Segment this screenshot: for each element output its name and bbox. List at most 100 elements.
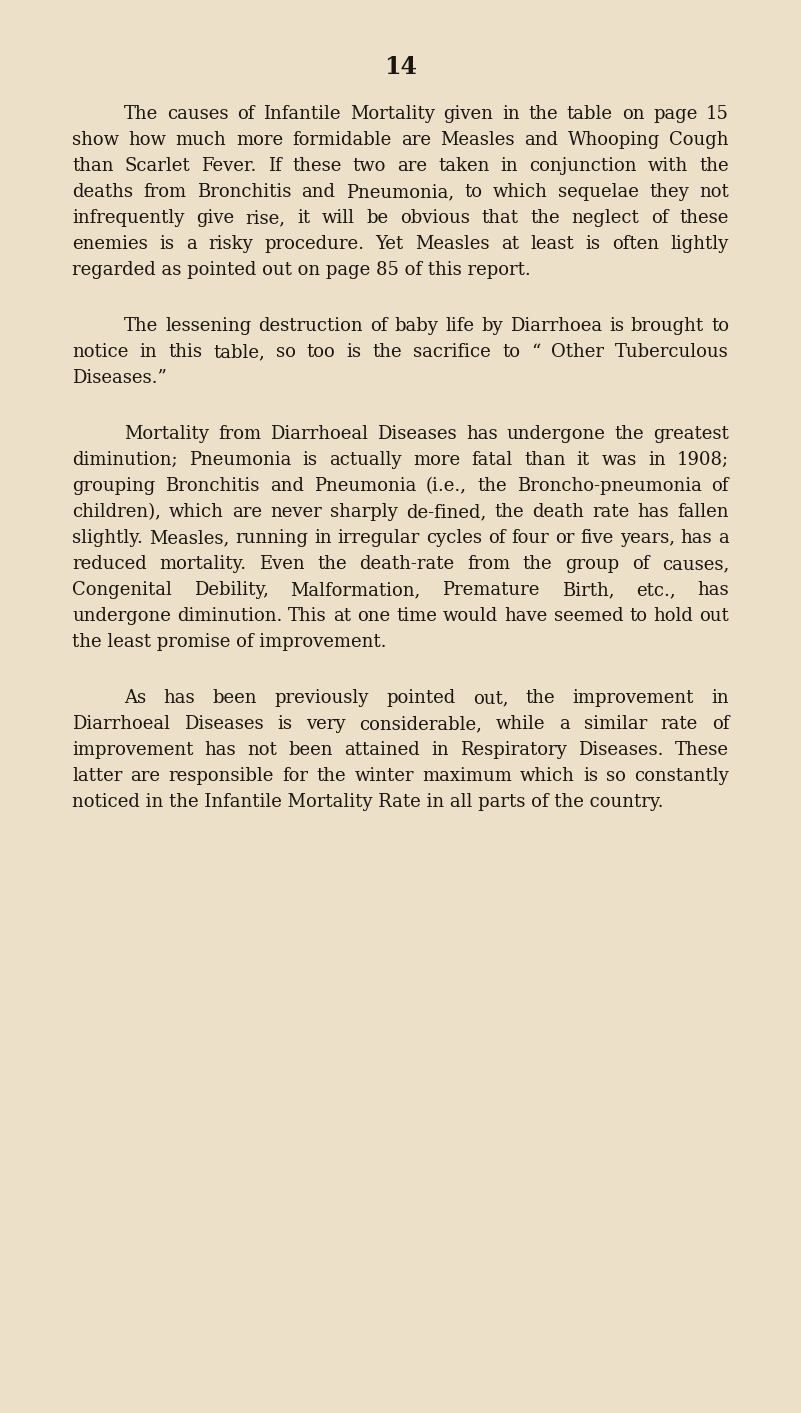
Text: which: which (493, 184, 548, 201)
Text: irregular: irregular (338, 528, 420, 547)
Text: neglect: neglect (571, 209, 639, 227)
Text: Diseases: Diseases (377, 425, 457, 444)
Text: in: in (314, 528, 332, 547)
Text: too: too (307, 343, 336, 360)
Text: the: the (614, 425, 644, 444)
Text: the: the (317, 555, 347, 574)
Text: Malformation,: Malformation, (291, 581, 421, 599)
Text: Respiratory: Respiratory (461, 740, 567, 759)
Text: Broncho-pneumonia: Broncho-pneumonia (517, 478, 702, 495)
Text: Diseases.: Diseases. (578, 740, 664, 759)
Text: responsible: responsible (169, 767, 274, 786)
Text: with: with (648, 157, 688, 175)
Text: The: The (124, 317, 159, 335)
Text: These: These (675, 740, 729, 759)
Text: regarded as pointed out on page 85 of this report.: regarded as pointed out on page 85 of th… (72, 261, 531, 278)
Text: has: has (698, 581, 729, 599)
Text: lessening: lessening (165, 317, 252, 335)
Text: be: be (367, 209, 388, 227)
Text: seemed: seemed (553, 608, 623, 625)
Text: not: not (248, 740, 277, 759)
Text: been: been (288, 740, 333, 759)
Text: of: of (711, 715, 729, 733)
Text: destruction: destruction (259, 317, 363, 335)
Text: improvement: improvement (72, 740, 193, 759)
Text: from: from (218, 425, 261, 444)
Text: two: two (353, 157, 386, 175)
Text: rise,: rise, (246, 209, 286, 227)
Text: Infantile: Infantile (264, 105, 341, 123)
Text: are: are (397, 157, 427, 175)
Text: from: from (467, 555, 510, 574)
Text: for: for (282, 767, 308, 786)
Text: of: of (650, 209, 668, 227)
Text: years,: years, (620, 528, 674, 547)
Text: is: is (303, 451, 318, 469)
Text: out,: out, (473, 690, 509, 706)
Text: are: are (232, 503, 262, 521)
Text: Premature: Premature (442, 581, 540, 599)
Text: on: on (622, 105, 644, 123)
Text: As: As (124, 690, 146, 706)
Text: procedure.: procedure. (264, 235, 364, 253)
Text: in: in (431, 740, 449, 759)
Text: rate: rate (661, 715, 698, 733)
Text: has: has (638, 503, 670, 521)
Text: brought: brought (631, 317, 704, 335)
Text: (i.e.,: (i.e., (426, 478, 467, 495)
Text: the: the (372, 343, 402, 360)
Text: actually: actually (329, 451, 401, 469)
Text: it: it (297, 209, 310, 227)
Text: is: is (277, 715, 292, 733)
Text: Bronchitis: Bronchitis (197, 184, 292, 201)
Text: the: the (525, 690, 555, 706)
Text: have: have (505, 608, 548, 625)
Text: group: group (565, 555, 619, 574)
Text: or: or (555, 528, 574, 547)
Text: winter: winter (354, 767, 414, 786)
Text: sequelae: sequelae (558, 184, 639, 201)
Text: Even: Even (259, 555, 304, 574)
Text: cycles: cycles (426, 528, 482, 547)
Text: the: the (523, 555, 553, 574)
Text: never: never (270, 503, 322, 521)
Text: are: are (131, 767, 160, 786)
Text: Other: Other (551, 343, 604, 360)
Text: maximum: maximum (422, 767, 512, 786)
Text: these: these (292, 157, 342, 175)
Text: Diarrhoeal: Diarrhoeal (270, 425, 368, 444)
Text: four: four (511, 528, 549, 547)
Text: Pneumonia: Pneumonia (189, 451, 292, 469)
Text: been: been (212, 690, 257, 706)
Text: more: more (235, 131, 283, 148)
Text: similar: similar (584, 715, 647, 733)
Text: causes,: causes, (662, 555, 729, 574)
Text: “: “ (531, 343, 540, 360)
Text: would: would (443, 608, 498, 625)
Text: improvement: improvement (573, 690, 694, 706)
Text: has: has (163, 690, 195, 706)
Text: in: in (139, 343, 157, 360)
Text: taken: taken (438, 157, 489, 175)
Text: a: a (718, 528, 729, 547)
Text: and: and (525, 131, 558, 148)
Text: infrequently: infrequently (72, 209, 184, 227)
Text: diminution;: diminution; (72, 451, 178, 469)
Text: is: is (609, 317, 624, 335)
Text: Cough: Cough (670, 131, 729, 148)
Text: fallen: fallen (678, 503, 729, 521)
Text: which: which (520, 767, 575, 786)
Text: so: so (276, 343, 296, 360)
Text: latter: latter (72, 767, 123, 786)
Text: has: has (466, 425, 497, 444)
Text: these: these (679, 209, 729, 227)
Text: diminution.: diminution. (177, 608, 282, 625)
Text: this: this (168, 343, 202, 360)
Text: very: very (306, 715, 345, 733)
Text: is: is (347, 343, 361, 360)
Text: least: least (531, 235, 574, 253)
Text: the: the (699, 157, 729, 175)
Text: time: time (396, 608, 437, 625)
Text: was: was (602, 451, 637, 469)
Text: a: a (559, 715, 570, 733)
